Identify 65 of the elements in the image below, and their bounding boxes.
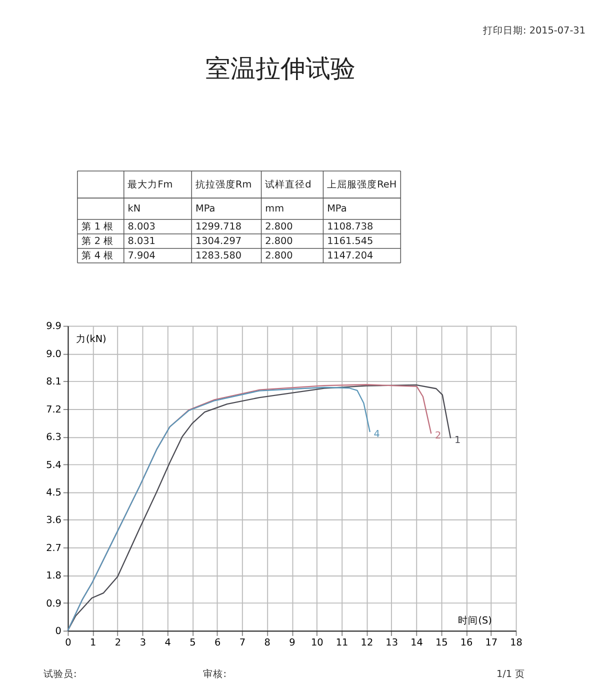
text: 2.800 [265,236,293,248]
x-axis-title: 时间(S) [458,614,492,626]
line-series [67,386,371,632]
text: 打印日期: 2015-07-31 [482,24,586,37]
y-tick-label: 2.7 [46,542,62,554]
text: 1304.297 [195,236,242,248]
text: 1161.545 [327,236,374,248]
y-tick-label: 0 [55,626,62,638]
text: kN [128,204,141,215]
text: 抗拉强度Rm [195,178,252,190]
text: 上屈服强度ReH [327,178,397,190]
y-tick-label: 0.9 [46,598,62,610]
x-tick-label: 10 [311,638,324,649]
y-axis-title: 力(kN) [76,332,106,345]
text: MPa [195,204,216,215]
x-tick-label: 18 [510,638,522,649]
series-label: 1 [454,435,461,446]
y-tick-label: 8.1 [46,376,62,388]
text: 第 1 根 [81,220,114,233]
x-tick-label: 6 [214,638,221,649]
y-tick-label: 3.6 [46,515,62,526]
x-tick-label: 14 [410,638,423,649]
y-tick-label: 7.2 [46,404,62,416]
x-tick-label: 8 [264,638,270,649]
text: 2.800 [265,250,293,262]
text: 1/1 页 [496,669,526,680]
text: MPa [327,204,347,215]
series-label: 2 [435,430,442,442]
series-label: 4 [374,428,380,440]
x-tick-label: 3 [140,638,146,649]
x-tick-label: 0 [65,638,72,649]
text: 试样直径d [265,178,312,190]
text: 1299.718 [195,222,242,233]
x-tick-label: 1 [90,638,96,649]
text: 2.800 [265,222,293,233]
x-tick-label: 15 [435,638,448,649]
y-tick-label: 4.5 [46,487,62,498]
text: 7.904 [128,250,156,262]
text: 1108.738 [327,222,374,233]
x-tick-label: 2 [114,638,122,649]
text: 第 2 根 [81,235,114,248]
x-tick-label: 16 [460,638,473,649]
x-tick-label: 4 [164,638,171,649]
x-tick-label: 12 [360,638,374,649]
x-tick-label: 13 [386,638,398,649]
x-tick-label: 9 [289,638,296,649]
text: 1283.580 [195,250,242,262]
text: 第 4 根 [81,250,114,262]
x-tick-label: 17 [485,638,498,649]
text: 8.003 [128,222,156,233]
text: 室温拉伸试验 [206,54,356,84]
text: 8.031 [128,236,156,248]
x-tick-label: 11 [336,638,348,649]
x-tick-label: 5 [190,638,196,649]
text: 1147.204 [327,250,374,262]
y-tick-label: 6.3 [46,432,62,444]
text: 审核: [203,668,226,680]
text: 最大力Fm [128,178,173,190]
y-tick-label: 5.4 [46,460,62,471]
y-tick-label: 1.8 [46,570,62,582]
text: 试验员: [44,668,77,680]
y-tick-label: 9.9 [46,321,62,332]
y-tick-label: 9.0 [46,348,62,360]
text: mm [265,204,284,215]
x-tick-label: 7 [239,638,246,649]
